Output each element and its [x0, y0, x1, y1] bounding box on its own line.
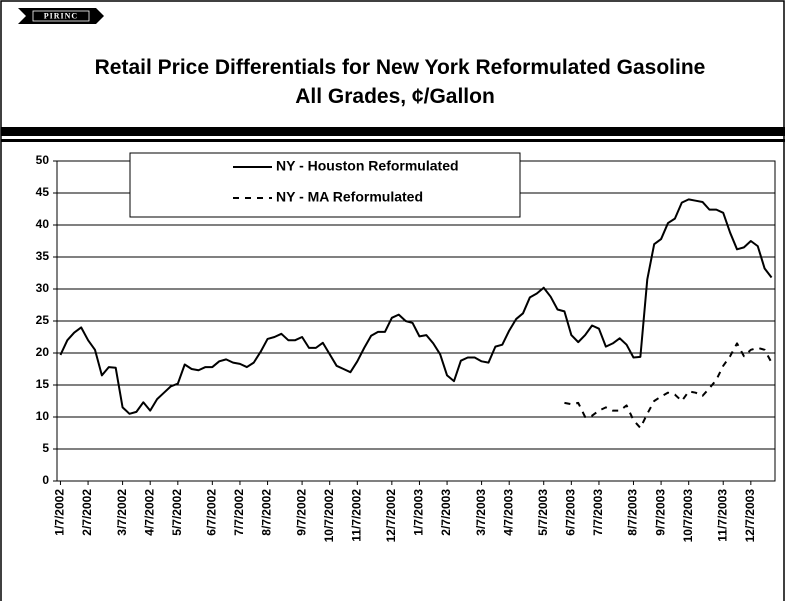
x-tick-label: 12/7/2003	[743, 489, 757, 543]
x-tick-label: 1/7/2003	[412, 489, 426, 536]
y-tick-label: 20	[36, 345, 50, 359]
y-tick-label: 30	[36, 281, 50, 295]
x-tick-label: 9/7/2003	[653, 489, 667, 536]
y-tick-label: 40	[36, 217, 50, 231]
y-tick-label: 0	[42, 473, 49, 487]
y-tick-label: 45	[36, 185, 50, 199]
series-line	[59, 198, 773, 415]
chart-subtitle: All Grades, ¢/Gallon	[295, 85, 495, 108]
x-tick-label: 5/7/2002	[170, 489, 184, 536]
logo-text: PIRINC	[44, 11, 78, 20]
x-tick-label: 7/7/2003	[591, 489, 605, 536]
legend-label: NY - Houston Reformulated	[276, 158, 459, 174]
x-tick-label: 6/7/2003	[564, 489, 578, 536]
y-tick-label: 25	[36, 313, 50, 327]
x-tick-label: 10/7/2002	[322, 489, 336, 543]
x-tick-label: 7/7/2002	[232, 489, 246, 536]
logo-box	[32, 10, 90, 22]
y-tick-label: 10	[36, 409, 50, 423]
x-tick-label: 8/7/2002	[260, 489, 274, 536]
x-tick-label: 5/7/2003	[536, 489, 550, 536]
series-line	[564, 342, 773, 429]
x-tick-label: 2/7/2002	[80, 489, 94, 536]
x-tick-label: 9/7/2002	[294, 489, 308, 536]
x-tick-label: 10/7/2003	[681, 489, 695, 543]
y-tick-label: 15	[36, 377, 50, 391]
x-tick-label: 2/7/2003	[439, 489, 453, 536]
y-tick-label: 50	[36, 153, 50, 167]
y-tick-label: 5	[42, 441, 49, 455]
chart-title: Retail Price Differentials for New York …	[95, 56, 706, 79]
x-tick-label: 11/7/2003	[715, 489, 729, 542]
x-tick-label: 6/7/2002	[205, 489, 219, 536]
x-tick-label: 3/7/2003	[474, 489, 488, 536]
x-tick-label: 4/7/2003	[501, 489, 515, 536]
x-tick-label: 3/7/2002	[115, 489, 129, 536]
x-tick-label: 12/7/2002	[384, 489, 398, 543]
x-tick-label: 11/7/2002	[349, 489, 363, 542]
rule-thick	[1, 127, 785, 136]
legend-label: NY - MA Reformulated	[276, 189, 423, 205]
logo-shape	[18, 8, 104, 24]
rule-thin	[1, 139, 785, 142]
legend-box	[129, 152, 521, 218]
x-tick-label: 1/7/2002	[53, 489, 67, 536]
y-tick-label: 35	[36, 249, 50, 263]
x-tick-label: 4/7/2002	[142, 489, 156, 536]
x-tick-label: 8/7/2003	[626, 489, 640, 536]
